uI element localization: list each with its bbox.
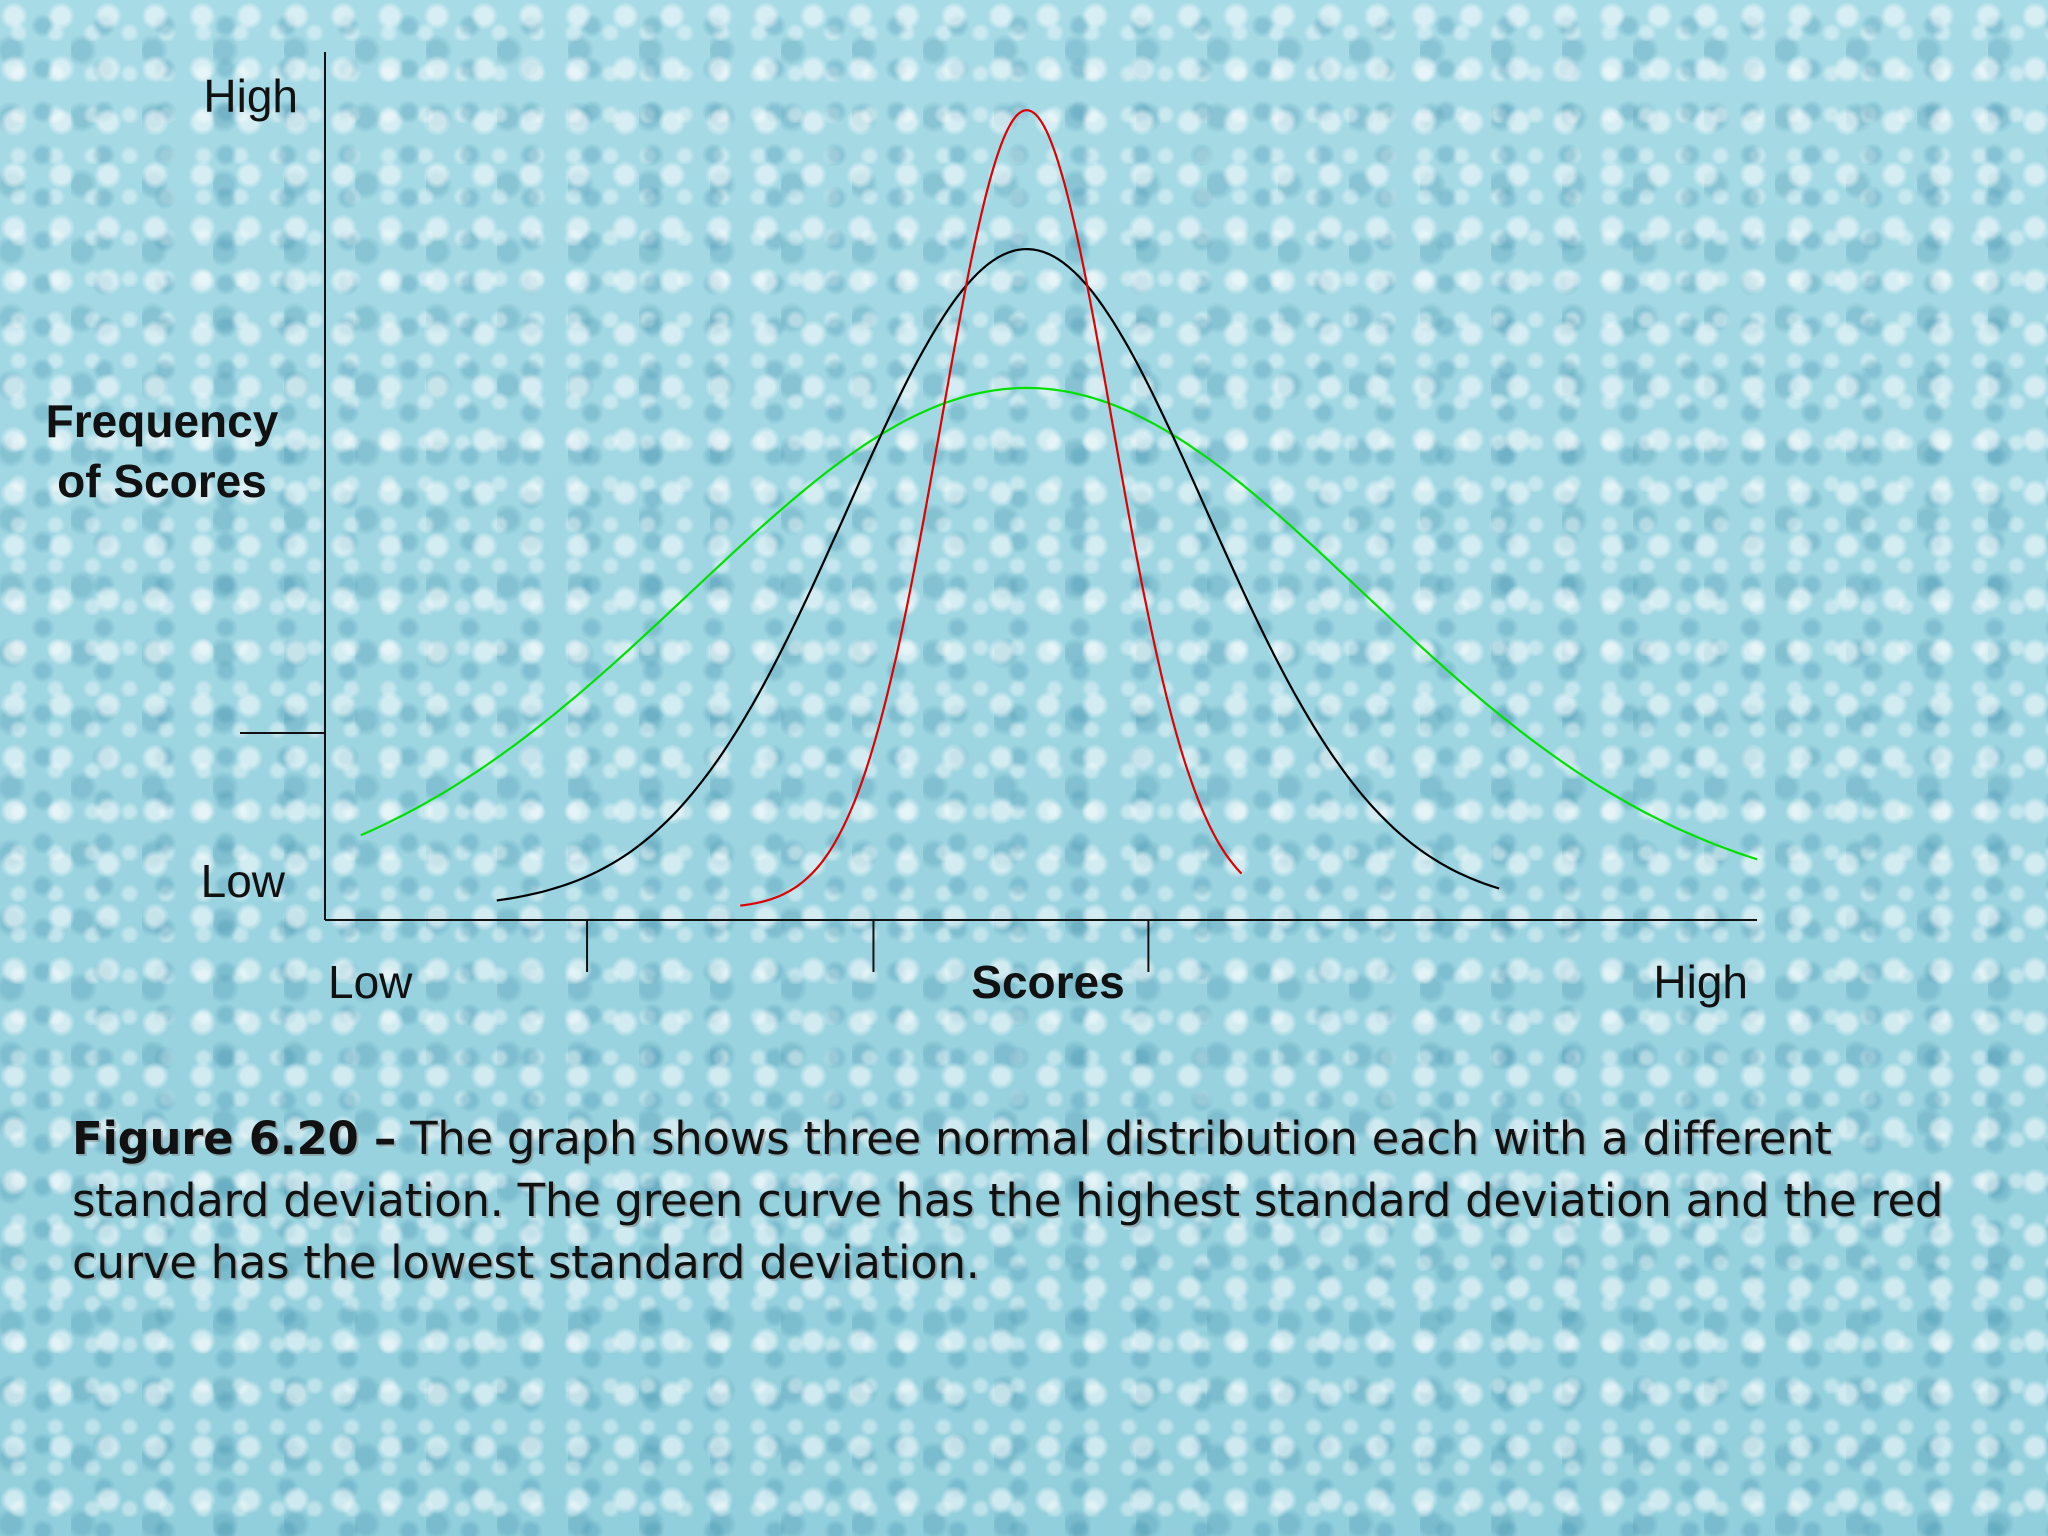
y-tick-high: High: [203, 70, 298, 122]
y-tick-low: Low: [201, 855, 286, 907]
y-axis-label-line-2: of Scores: [57, 455, 267, 507]
caption-label: Figure 6.20 –: [72, 1112, 397, 1165]
y-axis-label-line-1: Frequency: [46, 395, 279, 447]
distribution-curve-2: [496, 247, 1500, 902]
caption-text: The graph shows three normal distributio…: [72, 1112, 1944, 1289]
axes: [240, 52, 1757, 972]
curves: [360, 109, 1758, 907]
labels: High Low Frequency of Scores Low Scores High: [46, 70, 1748, 1008]
figure-caption: Figure 6.20 – The graph shows three norm…: [72, 1108, 1952, 1294]
x-tick-high: High: [1653, 956, 1748, 1008]
distribution-curve-3: [740, 109, 1243, 907]
x-axis-label: Scores: [971, 956, 1124, 1008]
x-tick-low: Low: [328, 956, 413, 1008]
distribution-curve-1: [360, 386, 1758, 861]
